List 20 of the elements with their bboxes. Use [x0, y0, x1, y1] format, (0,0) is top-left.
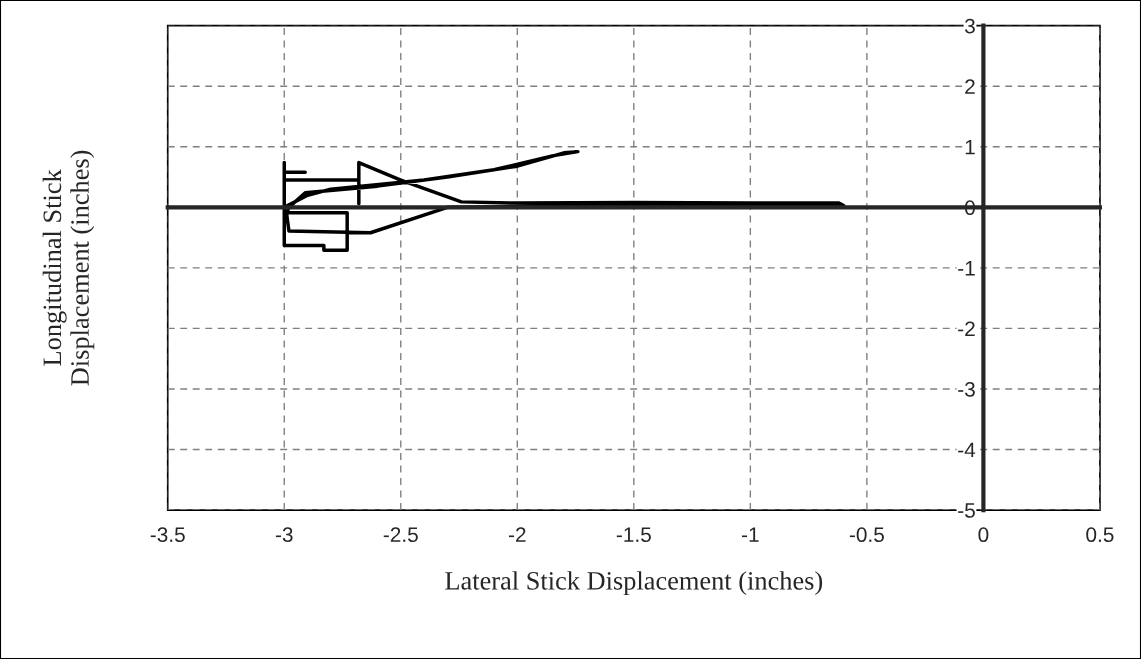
x-axis-title: Lateral Stick Displacement (inches) — [445, 571, 823, 596]
x-tick-label: -2 — [508, 527, 526, 542]
x-tick-label: -1.5 — [616, 527, 651, 543]
y-tick-label: -4 — [958, 442, 976, 458]
x-tick-label: 0.5 — [1086, 527, 1114, 543]
y-axis-title: Longitudinal Stick Displacement (inches) — [42, 150, 95, 386]
y-tick-label: 1 — [965, 140, 975, 155]
y-tick-label: 2 — [965, 79, 975, 94]
y-tick-label: 3 — [964, 18, 975, 34]
x-tick-label: -0.5 — [849, 527, 884, 543]
y-tick-label: -1 — [958, 261, 975, 276]
y-tick-label: -3 — [958, 381, 975, 397]
x-tick-label: -3 — [275, 527, 293, 543]
x-tick-label: -2.5 — [383, 527, 418, 543]
line-series — [282, 149, 846, 253]
x-tick-label: 0 — [978, 527, 989, 543]
y-tick-label: -2 — [958, 321, 975, 336]
x-tick-label: -1 — [742, 527, 759, 542]
y-tick-label: -5 — [958, 503, 975, 518]
x-tick-label: -3.5 — [150, 527, 185, 543]
